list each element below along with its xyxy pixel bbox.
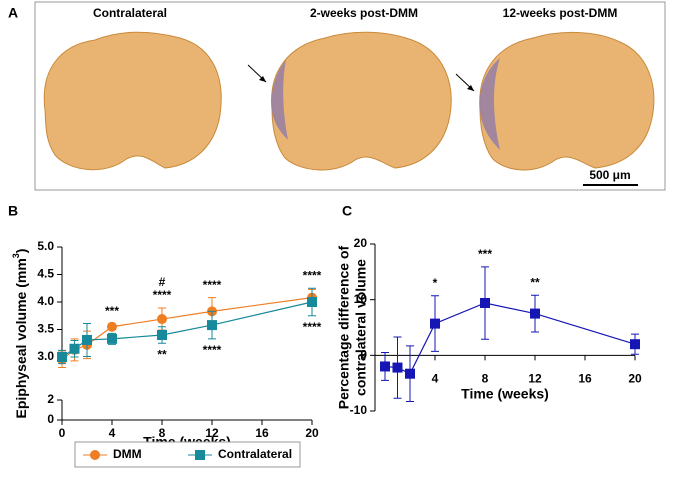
scale-bar-label: 500 μm [589, 168, 630, 182]
annotation: ** [530, 275, 540, 289]
image-title: 2-weeks post-DMM [310, 6, 418, 20]
x-tick-label: 20 [628, 372, 642, 386]
point [157, 330, 167, 340]
y-axis-label: Epiphyseal volume (mm3) [11, 249, 28, 419]
y-tick-label: 20 [354, 236, 368, 250]
y-tick-label: 3.5 [37, 322, 54, 336]
y-label-text: Epiphyseal volume (mm [13, 258, 29, 418]
image-title: 12-weeks post-DMM [503, 6, 618, 20]
panel-a: A Contralateral 2-weeks post-DMM 12-week… [8, 1, 666, 191]
series-line [384, 302, 636, 375]
panel-letter: B [8, 203, 18, 219]
point [82, 334, 92, 345]
point [630, 339, 640, 350]
x-tick-label: 16 [255, 426, 269, 440]
x-tick-label: 0 [59, 426, 66, 440]
point [207, 320, 217, 331]
annotation: **** [303, 268, 322, 282]
bone-image [479, 31, 655, 171]
legend-label: DMM [113, 447, 142, 461]
series-line [61, 297, 313, 360]
lesion-region [479, 58, 500, 150]
panel-letter: A [8, 5, 18, 21]
y-tick-label: 3.0 [37, 349, 54, 363]
y-tick-label: 2 [47, 392, 54, 406]
series-line [61, 301, 313, 358]
annotation: ** [157, 347, 167, 361]
annotation: * [433, 276, 438, 290]
x-axis-label: Time (weeks) [461, 386, 549, 402]
y-tick-label: 4.5 [37, 267, 54, 281]
point [69, 343, 80, 354]
y-tick-label: 5.0 [37, 239, 54, 253]
point [430, 318, 440, 329]
x-tick-label: 12 [205, 426, 219, 440]
legend-box [74, 441, 301, 468]
point [530, 308, 540, 319]
x-tick-label: 16 [578, 372, 592, 386]
annotation: *** [478, 247, 492, 261]
point [307, 297, 317, 307]
x-tick-label: 8 [482, 372, 489, 386]
point [107, 333, 117, 344]
x-tick-label: 8 [159, 426, 166, 440]
bone-image [43, 31, 222, 171]
point [480, 298, 490, 309]
annotation: *** [105, 304, 119, 318]
lesion-region [271, 60, 288, 140]
y-tick-label: 0 [360, 348, 367, 362]
annotation: **** [153, 288, 172, 302]
point [405, 368, 415, 379]
image-title: Contralateral [93, 6, 167, 20]
x-tick-label: 4 [109, 426, 116, 440]
legend-marker [195, 450, 205, 460]
legend-marker [90, 450, 100, 460]
y-label-end: ) [13, 249, 29, 254]
arrow-head [467, 85, 474, 91]
x-tick-label: 20 [305, 426, 319, 440]
x-tick-label: 4 [432, 372, 439, 386]
y-tick-label: 10 [354, 292, 368, 306]
point [392, 362, 403, 373]
y-axis-label: Percentage difference of [336, 245, 352, 409]
y-label-sup: 3 [11, 253, 21, 258]
annotation: **** [303, 320, 322, 334]
bone-image [271, 31, 452, 171]
legend-label: Contralateral [218, 447, 292, 461]
annotation: **** [203, 343, 222, 357]
y-tick-label: 0 [47, 412, 54, 426]
y-tick-label: -10 [350, 403, 368, 417]
x-tick-label: 12 [528, 372, 542, 386]
arrow-head [259, 76, 266, 82]
y-tick-label: 4.0 [37, 294, 54, 308]
annotation: **** [203, 278, 222, 292]
point [380, 361, 390, 372]
annotation: # [159, 275, 166, 289]
y-axis-label: contralateral volume [353, 259, 369, 396]
point [107, 321, 117, 332]
panel-letter: C [342, 203, 352, 219]
point [157, 314, 167, 325]
point [57, 352, 67, 362]
